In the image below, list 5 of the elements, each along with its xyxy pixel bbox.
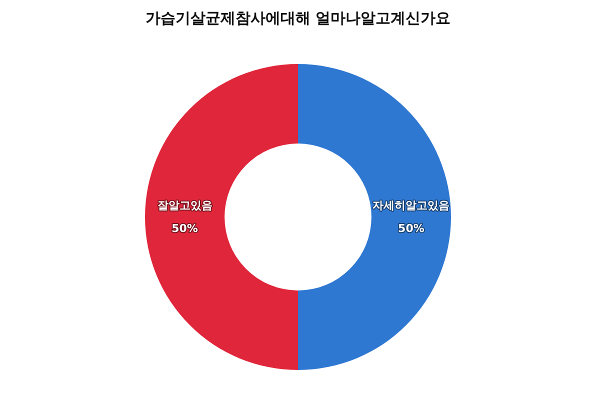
slice-label: 잘알고있음 <box>157 198 212 212</box>
data-label: 50% <box>172 222 198 235</box>
data-label: 50% <box>398 222 424 235</box>
chart-title: 가습기살균제참사에대해 얼마나알고계신가요 <box>145 8 451 27</box>
slice-label: 자세히알고있음 <box>372 198 450 212</box>
